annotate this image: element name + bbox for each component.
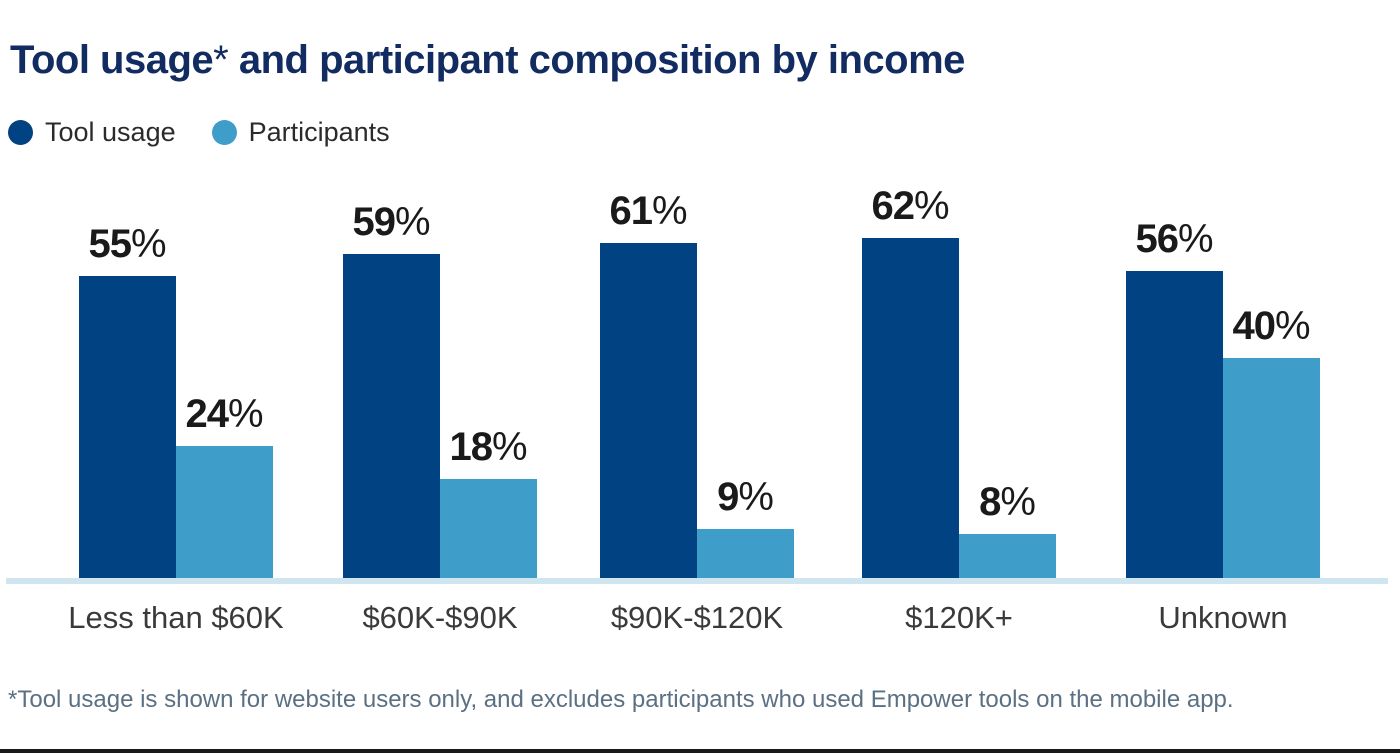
- bar-tool-usage-120k: [862, 238, 959, 578]
- value-label-participants-unknown: 40%: [1232, 306, 1310, 346]
- category-label-90k-120k: $90K-$120K: [610, 600, 784, 635]
- category-label-less-than-60k: Less than $60K: [68, 600, 284, 635]
- x-axis-baseline: [6, 578, 1388, 584]
- value-suffix: %: [1000, 480, 1036, 524]
- chart-title-text: Tool usage: [10, 38, 214, 82]
- bar-participants-90k-120k: [697, 529, 794, 578]
- value-number: 56: [1135, 217, 1178, 261]
- bar-participants-less-than-60k: [176, 446, 273, 578]
- participants-dot-icon: [211, 120, 237, 145]
- footnote: *Tool usage is shown for website users o…: [8, 686, 1234, 713]
- bar-tool-usage-60k-90k: [343, 254, 440, 578]
- bar-participants-120k: [959, 534, 1056, 578]
- category-label-120k: $120K+: [905, 600, 1013, 635]
- value-suffix: %: [394, 200, 431, 244]
- value-number: 61: [609, 189, 652, 233]
- value-label-participants-90k-120k: 9%: [717, 477, 774, 517]
- legend: Tool usage Participants: [8, 117, 390, 148]
- value-label-tool-usage-unknown: 56%: [1135, 219, 1213, 259]
- value-suffix: %: [130, 222, 167, 266]
- value-label-tool-usage-120k: 62%: [871, 186, 949, 226]
- value-label-participants-less-than-60k: 24%: [185, 394, 263, 434]
- value-suffix: %: [651, 189, 688, 233]
- value-number: 40: [1232, 304, 1275, 348]
- bar-tool-usage-90k-120k: [600, 243, 697, 578]
- bar-tool-usage-unknown: [1126, 271, 1223, 578]
- chart-title-text-after: and participant composition by income: [228, 38, 966, 82]
- bar-participants-60k-90k: [440, 479, 537, 578]
- value-number: 59: [352, 200, 395, 244]
- legend-item-tool-usage: Tool usage: [8, 117, 176, 148]
- value-suffix: %: [1274, 304, 1311, 348]
- value-label-tool-usage-less-than-60k: 55%: [88, 224, 166, 264]
- value-suffix: %: [913, 184, 950, 228]
- value-label-participants-120k: 8%: [979, 482, 1036, 522]
- category-label-unknown: Unknown: [1158, 600, 1288, 635]
- value-number: 9: [717, 475, 739, 519]
- chart-title-asterisk: *: [213, 38, 229, 82]
- value-suffix: %: [491, 425, 528, 469]
- value-number: 18: [449, 425, 492, 469]
- value-suffix: %: [1177, 217, 1214, 261]
- bottom-rule: [0, 749, 1400, 753]
- value-label-tool-usage-90k-120k: 61%: [609, 191, 687, 231]
- value-label-participants-60k-90k: 18%: [449, 427, 527, 467]
- value-number: 62: [871, 184, 914, 228]
- category-label-60k-90k: $60K-$90K: [362, 600, 518, 635]
- bar-tool-usage-less-than-60k: [79, 276, 176, 578]
- bar-participants-unknown: [1223, 358, 1320, 578]
- legend-label-participants: Participants: [248, 117, 390, 147]
- legend-label-tool-usage: Tool usage: [45, 117, 176, 147]
- chart-title: Tool usage* and participant composition …: [10, 38, 965, 83]
- legend-item-participants: Participants: [211, 117, 390, 148]
- value-label-tool-usage-60k-90k: 59%: [352, 202, 430, 242]
- tool-usage-dot-icon: [8, 120, 33, 145]
- value-suffix: %: [227, 392, 264, 436]
- value-number: 8: [979, 480, 1001, 524]
- value-suffix: %: [738, 475, 774, 519]
- value-number: 24: [185, 392, 228, 436]
- value-number: 55: [88, 222, 131, 266]
